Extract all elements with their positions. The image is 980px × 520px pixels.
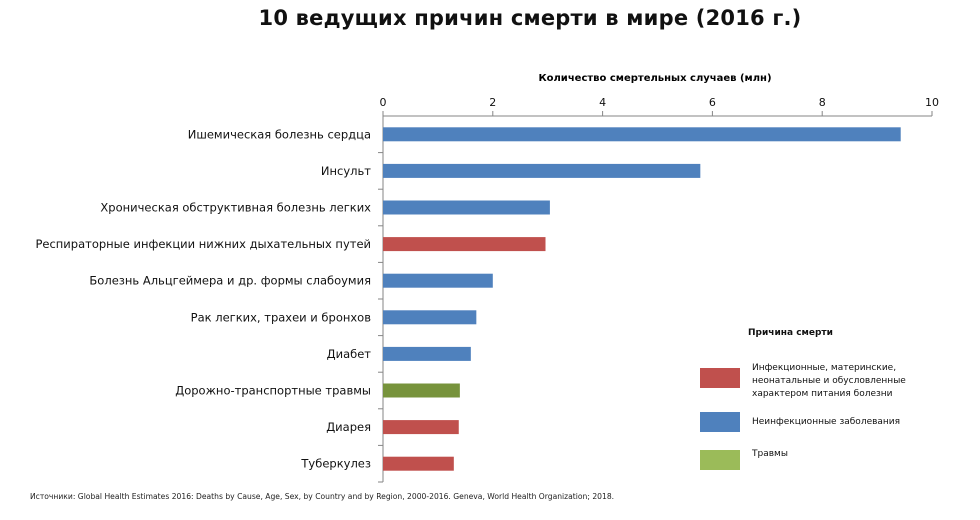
x-tick-label: 10	[925, 96, 939, 109]
category-label: Диарея	[326, 420, 371, 434]
legend-label-noncommunicable: Неинфекционные заболевания	[752, 417, 901, 427]
bar-9	[383, 420, 459, 435]
legend-label-injuries: Травмы	[752, 449, 788, 459]
category-label: Хроническая обструктивная болезнь легких	[100, 201, 371, 215]
x-tick-label: 8	[819, 96, 826, 109]
bar-8	[383, 383, 460, 398]
x-tick-label: 4	[599, 96, 606, 109]
x-axis-label: Количество смертельных случаев (млн)	[538, 73, 771, 84]
x-tick-label: 2	[489, 96, 496, 109]
category-label: Рак легких, трахеи и бронхов	[191, 310, 372, 324]
category-label: Болезнь Альцгеймера и др. формы слабоуми…	[89, 274, 371, 288]
chart-title: 10 ведущих причин смерти в мире (2016 г.…	[258, 6, 802, 30]
legend-swatch-injuries	[700, 450, 740, 470]
category-label: Респираторные инфекции нижних дыхательны…	[35, 237, 371, 251]
legend-label-communicable: Инфекционные, материнские, неонатальные …	[752, 363, 906, 399]
bar-2	[383, 163, 701, 178]
x-tick-label: 0	[380, 96, 387, 109]
category-label: Ишемическая болезнь сердца	[188, 127, 371, 141]
category-label: Дорожно-транспортные травмы	[175, 384, 371, 398]
bar-6	[383, 310, 477, 325]
legend-title: Причина смерти	[748, 328, 833, 338]
source-note: Источники: Global Health Estimates 2016:…	[30, 492, 615, 501]
x-tick-label: 6	[709, 96, 716, 109]
category-label: Туберкулез	[300, 457, 371, 471]
category-label: Инсульт	[321, 164, 371, 178]
bar-1	[383, 127, 901, 142]
bar-4	[383, 237, 546, 252]
legend-swatch-noncommunicable	[700, 412, 740, 432]
bar-3	[383, 200, 550, 215]
bar-7	[383, 346, 471, 361]
category-label: Диабет	[327, 347, 372, 361]
bar-5	[383, 273, 493, 288]
bar-10	[383, 456, 454, 471]
legend-swatch-communicable	[700, 368, 740, 388]
